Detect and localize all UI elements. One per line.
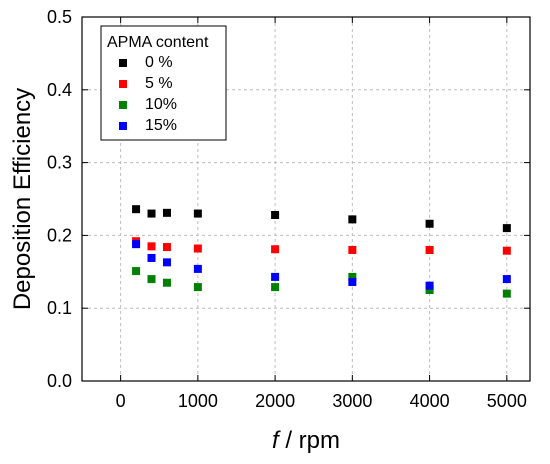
x-axis-title-rest: / rpm [279, 427, 340, 454]
y-tick-label: 0.0 [47, 371, 72, 391]
y-tick-label: 0.1 [47, 298, 72, 318]
point-15pct-1 [147, 253, 156, 262]
legend-label: 0 % [145, 54, 173, 71]
point-0pct-1 [147, 209, 156, 218]
y-tick-label: 0.4 [47, 80, 72, 100]
x-tick-label: 1000 [178, 391, 218, 411]
point-5pct-4 [271, 245, 280, 254]
point-15pct-6 [425, 281, 434, 290]
point-10pct-3 [193, 283, 202, 292]
x-tick-label: 4000 [410, 391, 450, 411]
point-0pct-4 [271, 211, 280, 220]
point-5pct-7 [502, 246, 511, 255]
legend-label: 10% [145, 96, 177, 113]
y-tick-label: 0.2 [47, 225, 72, 245]
point-15pct-2 [162, 258, 171, 267]
legend-label: 5 % [145, 75, 173, 92]
plot-frame [81, 16, 531, 382]
point-10pct-2 [162, 278, 171, 287]
legend-marker [119, 122, 127, 130]
point-0pct-7 [502, 224, 511, 233]
legend-title: APMA content [107, 34, 209, 51]
point-5pct-5 [348, 245, 357, 254]
legend: APMA content 0 % 5 % 10% 15% [100, 25, 227, 141]
point-10pct-5 [348, 272, 357, 281]
point-5pct-1 [147, 242, 156, 251]
legend-marker [119, 101, 127, 109]
y-tick-label: 0.3 [47, 153, 72, 173]
x-axis-title-italic: f [272, 427, 281, 454]
point-10pct-6 [425, 286, 434, 294]
legend-marker [119, 80, 127, 88]
y-axis-title: Deposition Efficiency [9, 88, 36, 310]
x-tick-label: 3000 [332, 391, 372, 411]
axis-ticks [82, 16, 530, 382]
point-15pct-0 [132, 240, 141, 249]
point-15pct-7 [502, 275, 511, 284]
point-5pct-6 [425, 245, 434, 254]
legend-marker [119, 59, 127, 67]
x-axis-title: f / rpm [272, 427, 340, 454]
x-tick-label: 2000 [255, 391, 295, 411]
point-10pct-7 [502, 289, 511, 298]
x-tick-labels: 0 1000 2000 3000 4000 5000 [116, 391, 527, 411]
point-0pct-2 [162, 208, 171, 217]
point-5pct-2 [162, 243, 171, 252]
point-0pct-6 [425, 219, 434, 228]
point-15pct-4 [271, 272, 280, 281]
x-tick-label: 5000 [487, 391, 527, 411]
point-5pct-3 [193, 244, 202, 253]
point-0pct-3 [193, 209, 202, 218]
y-tick-labels: 0.0 0.1 0.2 0.3 0.4 0.5 [47, 7, 72, 391]
point-10pct-1 [147, 275, 156, 284]
x-tick-label: 0 [116, 391, 126, 411]
point-0pct-5 [348, 215, 357, 224]
legend-label: 15% [145, 117, 177, 134]
point-15pct-5 [348, 277, 357, 286]
legend-items: 0 % 5 % 10% 15% [119, 54, 177, 134]
point-10pct-0 [132, 267, 141, 276]
data-points [132, 205, 511, 298]
point-15pct-3 [193, 264, 202, 273]
y-tick-label: 0.5 [47, 7, 72, 27]
point-10pct-4 [271, 283, 280, 292]
point-0pct-0 [132, 205, 141, 214]
